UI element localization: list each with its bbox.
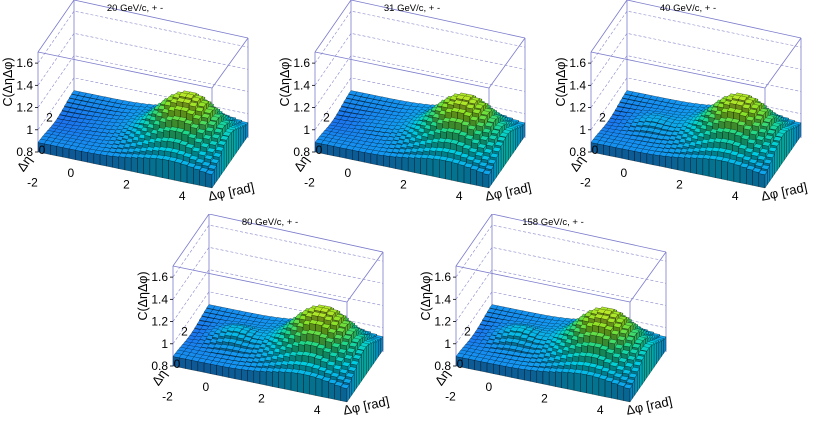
panel-title: 80 GeV/c, + - (135, 217, 405, 228)
z-axis-title: C(ΔηΔφ) (278, 57, 292, 106)
eta-tick-label: 0 (592, 143, 599, 157)
eta-tick-label: -2 (304, 176, 315, 190)
z-tick-label: 1.2 (434, 315, 451, 329)
phi-tick-label: 4 (314, 403, 321, 417)
phi-tick-label: 0 (620, 166, 627, 180)
phi-tick-label: 2 (676, 178, 683, 192)
z-gridline (173, 247, 383, 299)
z-tick-label: 1 (303, 123, 310, 137)
z-tick-label: 1.2 (16, 101, 33, 115)
z-axis-title: C(ΔηΔφ) (136, 271, 150, 320)
surface-bar (341, 384, 350, 402)
z-tick-label: 1.6 (434, 270, 451, 284)
phi-tick-label: 4 (732, 189, 739, 203)
panel-title: 40 GeV/c, + - (553, 3, 823, 14)
phi-tick-label: 4 (597, 403, 604, 417)
top-right-edge (212, 38, 248, 88)
eta-tick-label: -2 (445, 390, 456, 404)
phi-tick-label: 4 (179, 189, 186, 203)
z-tick-label: 1.4 (16, 78, 33, 92)
phi-tick-label: 4 (456, 189, 463, 203)
phi-tick-label: 2 (258, 392, 265, 406)
z-gridline (315, 11, 525, 63)
eta-tick-label: -2 (580, 176, 591, 190)
panel-title: 20 GeV/c, + - (0, 3, 270, 14)
eta-tick-label: 2 (599, 110, 606, 124)
z-axis-title: C(ΔηΔφ) (554, 57, 568, 106)
eta-tick-label: -2 (27, 176, 38, 190)
phi-tick-label: 2 (541, 392, 548, 406)
z-tick-label: 1.4 (434, 292, 451, 306)
z-tick-label: 1.6 (569, 56, 586, 70)
top-right-edge (630, 252, 666, 302)
top-right-edge (347, 252, 383, 302)
surface-bar (624, 384, 633, 402)
eta-tick-label: -2 (162, 390, 173, 404)
phi-tick-label: 2 (400, 178, 407, 192)
z-gridline (456, 225, 666, 277)
z-tick-label: 1.4 (293, 78, 310, 92)
eta-tick-label: 0 (457, 357, 464, 371)
z-tick-label: 1.4 (569, 78, 586, 92)
eta-tick-label: 2 (181, 324, 188, 338)
top-right-edge (765, 38, 801, 88)
z-tick-label: 1 (444, 337, 451, 351)
z-tick-label: 1 (579, 123, 586, 137)
z-gridline (38, 11, 248, 63)
z-gridline (591, 11, 801, 63)
surface-bar (759, 170, 768, 188)
z-tick-label: 1.6 (293, 56, 310, 70)
z-tick-label: 1 (161, 337, 168, 351)
phi-tick-label: 0 (485, 380, 492, 394)
z-tick-label: 1.2 (569, 101, 586, 115)
z-tick-label: 1.4 (151, 292, 168, 306)
eta-tick-label: 0 (174, 357, 181, 371)
z-tick-label: 1.6 (16, 56, 33, 70)
phi-tick-label: 0 (67, 166, 74, 180)
z-tick-label: 1.2 (293, 101, 310, 115)
phi-tick-label: 0 (344, 166, 351, 180)
panel-title: 158 GeV/c, + - (418, 217, 688, 228)
z-gridline (315, 33, 525, 85)
z-gridline (456, 247, 666, 299)
surface-bar (206, 170, 215, 188)
z-axis-title: C(ΔηΔφ) (419, 271, 433, 320)
z-gridline (38, 33, 248, 85)
eta-tick-label: 2 (46, 110, 53, 124)
surface-bar (483, 170, 492, 188)
z-tick-label: 1.2 (151, 315, 168, 329)
eta-tick-label: 0 (316, 143, 323, 157)
eta-tick-label: 2 (464, 324, 471, 338)
z-tick-label: 1.6 (151, 270, 168, 284)
top-right-edge (489, 38, 525, 88)
z-axis-title: C(ΔηΔφ) (1, 57, 15, 106)
z-gridline (173, 225, 383, 277)
panel-title: 31 GeV/c, + - (277, 3, 547, 14)
eta-tick-label: 2 (323, 110, 330, 124)
phi-tick-label: 2 (123, 178, 130, 192)
eta-tick-label: 0 (39, 143, 46, 157)
z-gridline (591, 33, 801, 85)
z-tick-label: 1 (26, 123, 33, 137)
phi-tick-label: 0 (202, 380, 209, 394)
